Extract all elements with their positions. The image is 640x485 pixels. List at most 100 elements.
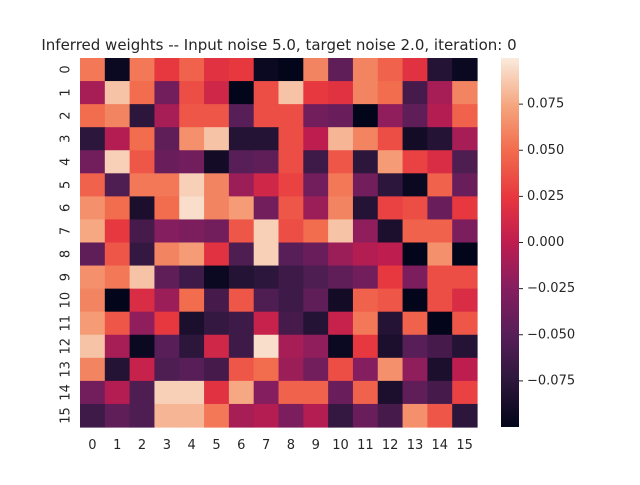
heatmap-cell bbox=[328, 219, 354, 244]
heatmap-cell bbox=[377, 150, 404, 174]
heatmap-cell bbox=[452, 81, 478, 105]
colorbar-tick-label: −0.025 bbox=[527, 281, 575, 296]
heatmap-cell bbox=[80, 81, 106, 105]
heatmap-cell bbox=[452, 219, 478, 244]
heatmap-cell bbox=[303, 357, 329, 382]
heatmap-cell bbox=[303, 173, 329, 197]
heatmap-cell bbox=[303, 150, 329, 174]
heatmap-cell bbox=[352, 311, 379, 336]
heatmap-cell bbox=[377, 288, 404, 313]
heatmap-cell bbox=[154, 196, 180, 221]
heatmap-cell bbox=[402, 104, 428, 128]
heatmap-cell bbox=[154, 173, 180, 197]
heatmap-cell bbox=[352, 403, 379, 428]
heatmap-cell bbox=[179, 380, 205, 405]
heatmap-cell bbox=[278, 58, 304, 82]
heatmap-cell bbox=[228, 196, 255, 221]
heatmap-cell bbox=[80, 403, 106, 428]
heatmap-cell bbox=[228, 242, 255, 267]
heatmap-cell bbox=[278, 334, 304, 359]
heatmap-cell bbox=[179, 127, 205, 151]
heatmap-cell bbox=[80, 58, 106, 82]
heatmap-cell bbox=[452, 58, 478, 82]
heatmap-cell bbox=[303, 219, 329, 244]
heatmap-cell bbox=[204, 127, 230, 151]
heatmap-cell bbox=[104, 58, 131, 82]
heatmap-cell bbox=[402, 357, 428, 382]
heatmap-cell bbox=[253, 334, 280, 359]
heatmap-cell bbox=[402, 58, 428, 82]
heatmap-cell bbox=[228, 127, 255, 151]
heatmap-cell bbox=[377, 127, 404, 151]
heatmap-cell bbox=[154, 288, 180, 313]
heatmap-cell bbox=[352, 288, 379, 313]
heatmap-cell bbox=[179, 311, 205, 336]
heatmap-cell bbox=[278, 196, 304, 221]
heatmap-cell bbox=[452, 196, 478, 221]
heatmap-cell bbox=[352, 104, 379, 128]
heatmap-cell bbox=[104, 311, 131, 336]
colorbar-tick-label: −0.075 bbox=[527, 373, 575, 388]
heatmap-cells bbox=[80, 58, 478, 428]
heatmap-cell bbox=[104, 127, 131, 151]
heatmap-cell bbox=[452, 265, 478, 290]
heatmap-cell bbox=[352, 242, 379, 267]
heatmap-cell bbox=[452, 288, 478, 313]
heatmap-cell bbox=[278, 104, 304, 128]
heatmap-cell bbox=[328, 311, 354, 336]
heatmap-cell bbox=[154, 127, 180, 151]
heatmap-cell bbox=[179, 196, 205, 221]
heatmap-cell bbox=[154, 380, 180, 405]
heatmap-cell bbox=[104, 81, 131, 105]
x-tick-label: 4 bbox=[188, 438, 196, 453]
heatmap-cell bbox=[377, 173, 404, 197]
heatmap-cell bbox=[253, 403, 280, 428]
heatmap-cell bbox=[80, 242, 106, 267]
heatmap-cell bbox=[80, 334, 106, 359]
heatmap-cell bbox=[402, 81, 428, 105]
heatmap-cell bbox=[253, 127, 280, 151]
heatmap-cell bbox=[427, 196, 453, 221]
heatmap-cell bbox=[253, 380, 280, 405]
heatmap-cell bbox=[303, 58, 329, 82]
heatmap-cell bbox=[328, 334, 354, 359]
heatmap-cell bbox=[253, 242, 280, 267]
heatmap-cell bbox=[129, 242, 156, 267]
x-tick-label: 9 bbox=[312, 438, 320, 453]
heatmap-cell bbox=[253, 311, 280, 336]
heatmap-cell bbox=[278, 242, 304, 267]
heatmap-cell bbox=[278, 288, 304, 313]
heatmap-cell bbox=[253, 288, 280, 313]
heatmap-cell bbox=[129, 81, 156, 105]
heatmap-cell bbox=[154, 58, 180, 82]
heatmap-cell bbox=[104, 357, 131, 382]
heatmap-cell bbox=[204, 288, 230, 313]
colorbar-ticks: 0.075 0.050 0.025 0.000 −0.025 −0.050 −0.075 bbox=[519, 97, 575, 388]
heatmap-cell bbox=[253, 265, 280, 290]
heatmap-cell bbox=[129, 196, 156, 221]
heatmap-cell bbox=[179, 334, 205, 359]
heatmap-cell bbox=[204, 196, 230, 221]
heatmap-cell bbox=[129, 127, 156, 151]
heatmap-cell bbox=[427, 127, 453, 151]
y-tick-label: 8 bbox=[59, 250, 74, 258]
heatmap-cell bbox=[303, 288, 329, 313]
heatmap-cell bbox=[179, 219, 205, 244]
heatmap-cell bbox=[129, 219, 156, 244]
heatmap-cell bbox=[328, 288, 354, 313]
heatmap-cell bbox=[377, 58, 404, 82]
heatmap-cell bbox=[278, 219, 304, 244]
heatmap-cell bbox=[204, 265, 230, 290]
heatmap-cell bbox=[402, 127, 428, 151]
heatmap-cell bbox=[452, 150, 478, 174]
heatmap-cell bbox=[328, 242, 354, 267]
heatmap-cell bbox=[228, 219, 255, 244]
heatmap-cell bbox=[303, 380, 329, 405]
heatmap-cell bbox=[377, 219, 404, 244]
heatmap-cell bbox=[278, 150, 304, 174]
y-tick-label: 5 bbox=[59, 181, 74, 189]
heatmap-cell bbox=[228, 150, 255, 174]
heatmap-cell bbox=[328, 127, 354, 151]
